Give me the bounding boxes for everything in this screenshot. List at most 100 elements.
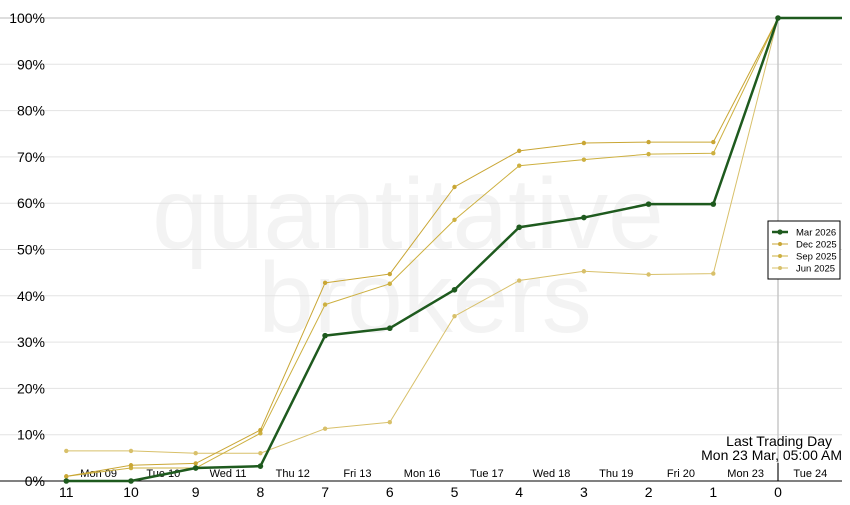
legend-swatch-marker <box>778 254 782 258</box>
data-point <box>258 451 263 456</box>
data-point <box>581 269 587 274</box>
data-point <box>64 448 69 454</box>
data-point <box>193 451 198 456</box>
date-label: Mon 23 <box>727 468 764 480</box>
date-label: Thu 19 <box>599 468 633 480</box>
last-trading-day-value: Mon 23 Mar, 05:00 AM <box>701 447 842 463</box>
last-trading-day-annotation: Last Trading Day Mon 23 Mar, 05:00 AM <box>701 433 842 463</box>
x-tick-label: 5 <box>451 484 459 500</box>
date-label: Tue 17 <box>470 468 504 480</box>
date-label: Wed 11 <box>210 468 247 480</box>
x-axis-tick-labels: 11 10 9 8 7 6 5 4 3 2 1 0 <box>59 484 782 500</box>
last-trading-day-label: Last Trading Day <box>726 433 832 449</box>
y-tick-label: 10% <box>17 427 45 443</box>
legend-label: Mar 2026 <box>796 228 836 239</box>
data-point <box>387 271 392 277</box>
data-point <box>645 201 652 207</box>
data-point <box>646 151 651 157</box>
watermark: quantitative brokers <box>152 158 663 354</box>
legend-label: Sep 2025 <box>796 252 837 263</box>
data-point <box>192 465 199 471</box>
legend-item: Jun 2025 <box>772 264 835 275</box>
date-label: Fri 13 <box>343 468 371 480</box>
x-tick-label: 7 <box>321 484 329 500</box>
y-tick-label: 60% <box>17 195 45 211</box>
y-tick-label: 100% <box>9 10 45 26</box>
data-point <box>711 150 716 156</box>
legend-item: Mar 2026 <box>772 228 836 239</box>
data-point <box>451 286 458 293</box>
data-point <box>322 332 328 339</box>
legend-swatch-marker <box>778 266 782 270</box>
y-tick-label: 30% <box>17 334 45 350</box>
watermark-line-1: quantitative <box>152 158 663 270</box>
y-tick-label: 50% <box>17 242 45 258</box>
data-point <box>258 431 263 436</box>
y-tick-label: 0% <box>25 473 45 489</box>
x-tick-label: 0 <box>774 484 782 500</box>
data-point <box>646 139 651 145</box>
x-tick-label: 10 <box>123 484 139 500</box>
legend-swatch-marker <box>778 242 782 246</box>
data-point <box>387 419 392 425</box>
data-point <box>387 325 393 332</box>
data-point <box>387 281 392 286</box>
date-label: Wed 18 <box>533 468 571 480</box>
data-point <box>517 278 522 283</box>
y-tick-label: 20% <box>17 380 45 396</box>
data-point <box>128 478 134 484</box>
watermark-line-2: brokers <box>258 242 591 354</box>
x-tick-label: 1 <box>709 484 717 500</box>
legend-item: Sep 2025 <box>772 252 837 263</box>
legend-label: Dec 2025 <box>796 240 837 251</box>
x-tick-label: 11 <box>59 484 74 500</box>
data-point <box>581 157 587 162</box>
legend-label: Jun 2025 <box>796 264 835 275</box>
date-label: Mon 16 <box>404 468 441 480</box>
data-point <box>193 461 198 466</box>
data-point <box>711 271 716 276</box>
y-tick-label: 70% <box>17 149 45 165</box>
data-point <box>322 426 328 431</box>
y-tick-label: 90% <box>17 56 45 72</box>
data-point <box>517 163 522 168</box>
data-point <box>775 15 781 21</box>
x-tick-label: 9 <box>192 484 200 500</box>
data-point <box>64 474 69 479</box>
data-point <box>452 217 457 223</box>
legend-swatch-marker <box>777 229 783 235</box>
date-label: Fri 20 <box>667 468 695 480</box>
y-tick-label: 80% <box>17 103 45 119</box>
data-point <box>581 214 587 221</box>
data-point <box>646 272 651 277</box>
series-lines <box>63 15 842 484</box>
data-point <box>63 478 70 484</box>
data-point <box>322 280 328 286</box>
data-point <box>258 427 263 433</box>
grid <box>0 17 842 482</box>
x-tick-label: 2 <box>645 484 653 500</box>
data-point <box>128 448 134 454</box>
data-point <box>517 148 522 154</box>
data-point <box>452 184 457 190</box>
legend-item: Dec 2025 <box>772 240 837 251</box>
x-tick-label: 3 <box>580 484 588 500</box>
y-axis-tick-labels: 0% 10% 20% 30% 40% 50% 60% 70% 80% 90% 100% <box>9 10 45 489</box>
date-label: Tue 24 <box>793 468 827 480</box>
series-group <box>63 15 842 484</box>
data-point <box>581 140 587 146</box>
data-point <box>322 302 328 307</box>
data-point <box>516 224 522 231</box>
data-point <box>128 463 134 468</box>
date-axis-labels: Mon 09 Tue 10 Wed 11 Thu 12 Fri 13 Mon 16 Tue … <box>80 463 827 481</box>
data-point <box>257 463 264 469</box>
x-tick-label: 6 <box>386 484 394 500</box>
y-tick-label: 40% <box>17 288 45 304</box>
date-label: Thu 12 <box>276 468 310 480</box>
data-point <box>452 313 457 319</box>
data-point <box>711 139 716 145</box>
x-tick-label: 4 <box>515 484 523 500</box>
